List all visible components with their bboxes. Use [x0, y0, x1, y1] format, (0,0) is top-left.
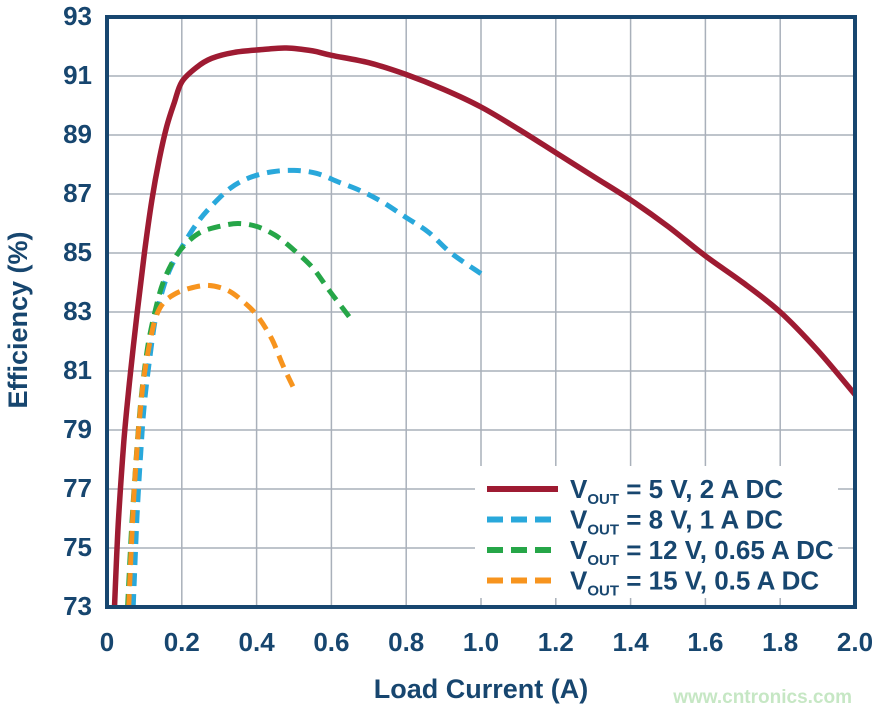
y-tick-label: 81: [63, 355, 92, 385]
legend-row: VOUT = 5 V, 2 A DC: [487, 474, 783, 508]
y-axis-title: Efficiency (%): [3, 231, 33, 408]
legend-label: VOUT = 12 V, 0.65 A DC: [570, 535, 834, 569]
legend-label: VOUT = 15 V, 0.5 A DC: [570, 566, 819, 600]
legend-row: VOUT = 8 V, 1 A DC: [487, 505, 783, 539]
y-axis-tick-labels: 73 75 77 79 81 83 85 87 89 91 93: [63, 1, 92, 621]
x-tick-label: 1.4: [613, 627, 650, 657]
x-tick-label: 1.8: [762, 627, 798, 657]
x-tick-label: 0.8: [388, 627, 424, 657]
x-tick-label: 2.0: [837, 627, 873, 657]
y-tick-label: 91: [63, 60, 92, 90]
x-tick-label: 1.2: [538, 627, 574, 657]
y-tick-label: 77: [63, 473, 92, 503]
x-axis-tick-labels: 0 0.2 0.4 0.6 0.8 1.0 1.2 1.4 1.6 1.8 2.0: [100, 627, 873, 657]
plot-border: [105, 15, 857, 609]
x-tick-label: 0.4: [239, 627, 276, 657]
gridlines: [107, 17, 855, 607]
y-tick-label: 87: [63, 178, 92, 208]
series-line-3: [126, 282, 297, 608]
legend-row: VOUT = 15 V, 0.5 A DC: [487, 566, 819, 600]
watermark: www.cntronics.com: [672, 687, 852, 708]
y-tick-label: 79: [63, 414, 92, 444]
x-axis-title: Load Current (A): [374, 674, 588, 704]
y-tick-label: 85: [63, 237, 92, 267]
series-lines: [111, 45, 858, 608]
x-tick-label: 1.6: [687, 627, 723, 657]
series-line-2: [125, 221, 353, 608]
y-tick-label: 89: [63, 119, 92, 149]
y-tick-label: 73: [63, 591, 92, 621]
x-tick-label: 0.6: [313, 627, 349, 657]
legend-row: VOUT = 12 V, 0.65 A DC: [487, 535, 834, 569]
y-tick-label: 83: [63, 296, 92, 326]
x-tick-label: 0: [100, 627, 114, 657]
legend-label: VOUT = 8 V, 1 A DC: [570, 505, 783, 539]
series-line-0: [111, 45, 858, 608]
x-tick-label: 1.0: [463, 627, 499, 657]
series-line-1: [130, 167, 483, 608]
x-tick-label: 0.2: [164, 627, 200, 657]
y-tick-label: 75: [63, 532, 92, 562]
legend-label: VOUT = 5 V, 2 A DC: [570, 474, 783, 508]
y-tick-label: 93: [63, 1, 92, 31]
